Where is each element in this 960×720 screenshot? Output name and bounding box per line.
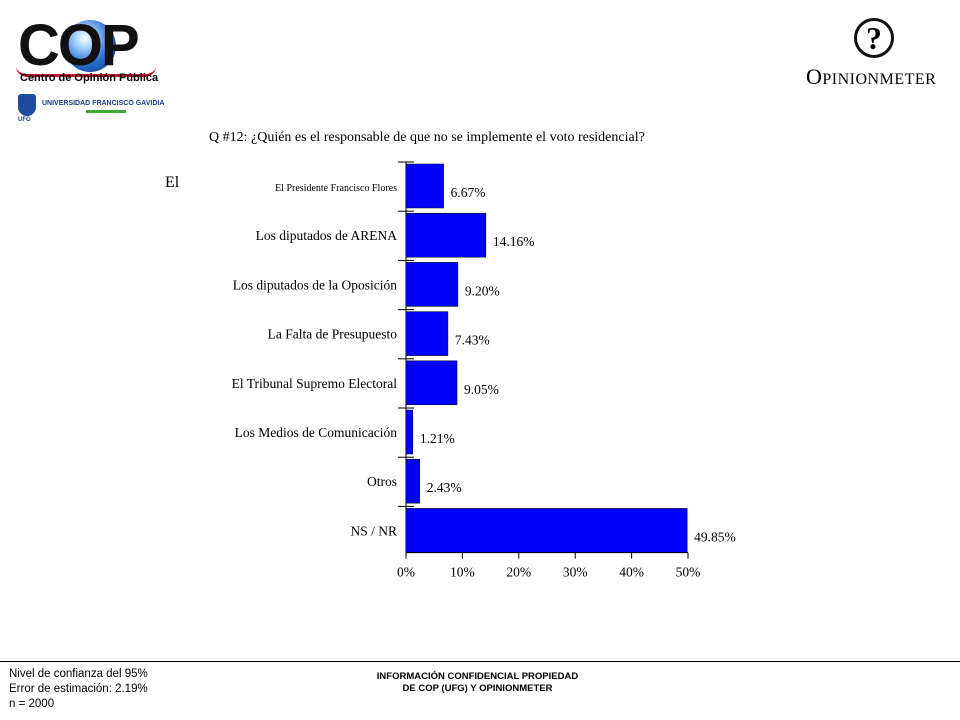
chart-title: Q #12: ¿Quién es el responsable de que n…: [209, 130, 645, 145]
data-label: 14.16%: [493, 234, 535, 249]
stray-label: El: [165, 174, 180, 191]
data-label: 2.43%: [427, 480, 462, 495]
data-label: 9.20%: [465, 283, 500, 298]
ufg-logo-bar: [86, 110, 126, 113]
category-label: Los Medios de Comunicación: [235, 425, 398, 440]
bar: [405, 409, 414, 455]
confidential-line-2: DE COP (UFG) Y OPINIONMETER: [402, 683, 553, 694]
category-label: El Presidente Francisco Flores: [275, 183, 397, 194]
category-label: Los diputados de ARENA: [256, 228, 398, 243]
confidential-notice: INFORMACIÓN CONFIDENCIAL PROPIEDAD DE CO…: [340, 671, 615, 695]
category-label: NS / NR: [350, 523, 397, 538]
category-label: Otros: [367, 474, 397, 489]
cop-logo-subtitle: Centro de Opinión Pública: [20, 72, 159, 84]
sample-size: n = 2000: [9, 698, 55, 710]
footer-divider: [0, 661, 960, 662]
ufg-crest-icon: [18, 94, 36, 116]
x-tick-label: 30%: [563, 565, 588, 580]
ufg-logo-text: UNIVERSIDAD FRANCISCO GAVIDIA: [42, 100, 165, 107]
question-mark-icon: ?: [854, 18, 894, 58]
category-label: El Tribunal Supremo Electoral: [232, 376, 398, 391]
bar: [405, 163, 444, 209]
estimation-error: Error de estimación: 2.19%: [9, 683, 148, 695]
data-label: 6.67%: [451, 185, 486, 200]
x-tick-label: 50%: [676, 565, 701, 580]
category-label: La Falta de Presupuesto: [268, 327, 398, 342]
x-tick-label: 0%: [397, 565, 415, 580]
opinionmeter-initial: O: [806, 64, 823, 89]
bar: [405, 458, 420, 504]
bar: [405, 508, 688, 553]
data-label: 49.85%: [694, 529, 736, 544]
x-tick-label: 20%: [506, 565, 531, 580]
bar: [405, 311, 449, 356]
x-tick-label: 10%: [450, 565, 475, 580]
data-label: 7.43%: [455, 333, 490, 348]
bar: [405, 360, 458, 406]
confidence-level: Nivel de confianza del 95%: [9, 668, 148, 680]
cop-globe-icon: [64, 20, 116, 72]
data-label: 9.05%: [464, 382, 499, 397]
data-label: 1.21%: [420, 431, 455, 446]
opinionmeter-logo: ? OPINIONMETER: [800, 18, 956, 98]
confidential-line-1: INFORMACIÓN CONFIDENCIAL PROPIEDAD: [376, 671, 579, 682]
cop-logo: COP Centro de Opinión Pública UNIVERSIDA…: [14, 14, 164, 124]
bar: [405, 262, 459, 307]
bar: [405, 212, 487, 258]
cop-swoosh: [16, 66, 156, 77]
opinionmeter-wordmark: OPINIONMETER: [806, 64, 936, 90]
footer-stats: Nivel de confianza del 95% Error de esti…: [9, 667, 148, 712]
x-tick-label: 40%: [619, 565, 644, 580]
ufg-logo-small: UFG: [18, 117, 31, 123]
category-label: Los diputados de la Oposición: [233, 277, 397, 292]
opinionmeter-rest: PINIONMETER: [822, 71, 937, 88]
